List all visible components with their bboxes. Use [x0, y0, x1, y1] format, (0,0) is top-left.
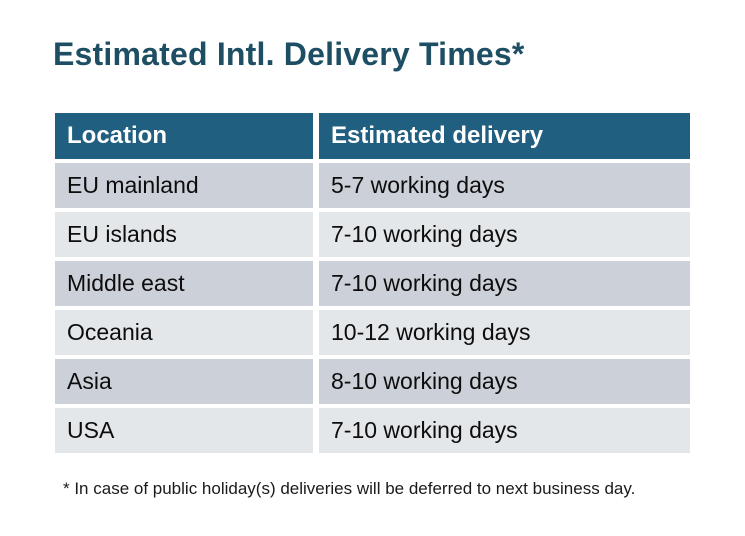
cell-location: Asia — [55, 359, 313, 404]
cell-delivery: 7-10 working days — [319, 408, 690, 453]
table-row: EU islands 7-10 working days — [55, 212, 690, 257]
table-header-row: Location Estimated delivery — [55, 113, 690, 159]
cell-location: Oceania — [55, 310, 313, 355]
cell-location: EU islands — [55, 212, 313, 257]
table-row: Middle east 7-10 working days — [55, 261, 690, 306]
delivery-times-table: Location Estimated delivery EU mainland … — [55, 113, 690, 453]
cell-location: USA — [55, 408, 313, 453]
cell-delivery: 8-10 working days — [319, 359, 690, 404]
table-row: USA 7-10 working days — [55, 408, 690, 453]
column-header-estimated-delivery: Estimated delivery — [319, 113, 690, 159]
table-row: Asia 8-10 working days — [55, 359, 690, 404]
cell-delivery: 7-10 working days — [319, 261, 690, 306]
cell-delivery: 7-10 working days — [319, 212, 690, 257]
cell-location: EU mainland — [55, 163, 313, 208]
cell-location: Middle east — [55, 261, 313, 306]
table-row: Oceania 10-12 working days — [55, 310, 690, 355]
footnote: * In case of public holiday(s) deliverie… — [63, 479, 636, 498]
column-header-location: Location — [55, 113, 313, 159]
cell-delivery: 5-7 working days — [319, 163, 690, 208]
cell-delivery: 10-12 working days — [319, 310, 690, 355]
page-title: Estimated Intl. Delivery Times* — [53, 36, 525, 72]
table-row: EU mainland 5-7 working days — [55, 163, 690, 208]
